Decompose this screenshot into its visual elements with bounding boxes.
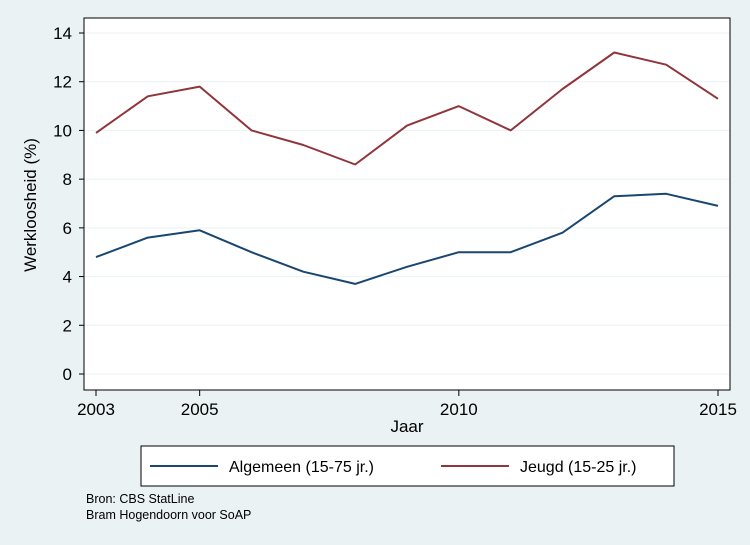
source-note: Bron: CBS StatLine	[86, 492, 194, 506]
plot-area	[83, 17, 731, 391]
x-tick-label-2003: 2003	[77, 400, 115, 419]
x-tick-label-2015: 2015	[699, 400, 737, 419]
x-axis-label: Jaar	[390, 417, 423, 436]
y-tick-label-12: 12	[53, 73, 72, 92]
y-tick-label-8: 8	[63, 170, 72, 189]
axes: 0 2 4 6 8 10 12 14 2003 2005 2010 2015	[53, 24, 737, 419]
grid	[85, 32, 729, 375]
series-lines	[95, 51, 719, 285]
legend-label-jeugd: Jeugd (15-25 jr.)	[520, 459, 637, 476]
y-axis-label: Werkloosheid (%)	[21, 138, 40, 272]
y-tick-label-4: 4	[63, 268, 72, 287]
y-tick-label-2: 2	[63, 316, 72, 335]
y-tick-label-10: 10	[53, 121, 72, 140]
legend: Algemeen (15-75 jr.) Jeugd (15-25 jr.)	[140, 445, 675, 487]
series-line-jeugd	[95, 51, 719, 166]
x-tick-label-2010: 2010	[440, 400, 478, 419]
y-tick-label-14: 14	[53, 24, 72, 43]
x-tick-label-2005: 2005	[181, 400, 219, 419]
legend-label-algemeen: Algemeen (15-75 jr.)	[229, 459, 374, 476]
y-tick-label-6: 6	[63, 219, 72, 238]
y-tick-label-0: 0	[63, 365, 72, 384]
series-line-algemeen	[95, 192, 719, 285]
author-note: Bram Hogendoorn voor SoAP	[86, 508, 251, 522]
legend-box	[140, 445, 675, 487]
